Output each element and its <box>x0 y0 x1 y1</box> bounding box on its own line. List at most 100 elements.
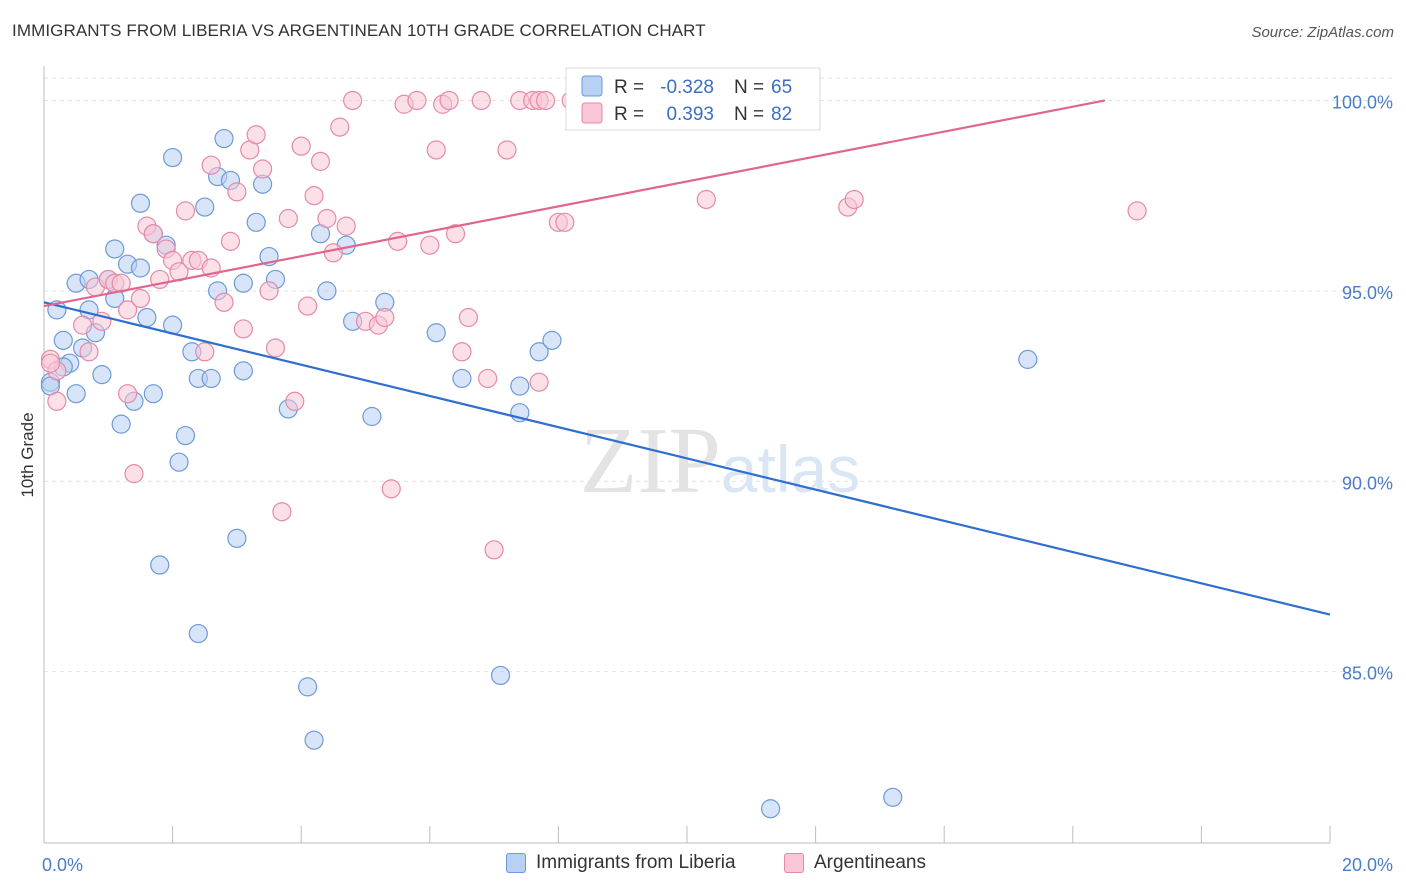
x-tick-label-0: 0.0% <box>42 855 83 875</box>
point-argentineans-33 <box>265 338 286 358</box>
stats-legend-frame <box>565 67 821 131</box>
point-argentineans-43 <box>330 117 350 137</box>
stats-r-value-0: -0.328 <box>660 77 714 98</box>
point-argentineans-45 <box>343 90 363 111</box>
point-argentineans-12 <box>130 288 151 309</box>
point-liberia-23 <box>150 555 170 575</box>
point-liberia-60 <box>542 330 562 350</box>
point-liberia-39 <box>233 273 253 293</box>
point-argentineans-48 <box>375 307 395 328</box>
point-liberia-19 <box>130 193 151 213</box>
y-tick-label-2: 90.0% <box>1342 473 1393 493</box>
point-liberia-52 <box>362 406 382 427</box>
legend-label-liberia: Immigrants from Liberia <box>536 852 736 873</box>
point-argentineans-53 <box>420 235 440 255</box>
stats-r-label-0: R = <box>614 77 644 98</box>
point-liberia-59 <box>529 342 549 362</box>
point-argentineans-3 <box>72 315 93 335</box>
legend-swatch-liberia <box>506 853 526 873</box>
point-argentineans-9 <box>117 300 138 320</box>
point-argentineans-27 <box>227 182 247 202</box>
stats-n-value-0: 65 <box>771 77 792 98</box>
point-liberia-56 <box>490 665 511 686</box>
data-points <box>40 90 1147 819</box>
point-argentineans-10 <box>117 384 138 404</box>
point-argentineans-59 <box>458 307 478 328</box>
point-liberia-6 <box>66 384 86 404</box>
y-tick-label-3: 85.0% <box>1342 664 1393 684</box>
point-liberia-18 <box>130 258 151 278</box>
trend-line-argentineans <box>43 99 1106 308</box>
point-liberia-3 <box>53 330 73 350</box>
point-argentineans-54 <box>426 140 446 160</box>
stats-n-value-1: 82 <box>771 104 792 125</box>
point-liberia-20 <box>137 307 157 328</box>
point-liberia-33 <box>201 368 221 389</box>
point-argentineans-49 <box>381 479 401 499</box>
point-argentineans-68 <box>535 90 556 111</box>
point-argentineans-79 <box>1127 201 1147 221</box>
stats-n-label-0: N = <box>734 77 764 98</box>
point-argentineans-34 <box>272 502 292 522</box>
point-liberia-31 <box>188 623 208 644</box>
point-liberia-49 <box>317 281 337 301</box>
point-liberia-15 <box>111 414 131 434</box>
stats-n-label-1: N = <box>734 104 764 125</box>
watermark: ZIPatlas <box>580 409 860 513</box>
point-argentineans-52 <box>407 90 427 111</box>
point-argentineans-58 <box>452 342 472 362</box>
point-argentineans-37 <box>291 136 311 156</box>
legend-item-liberia[interactable]: Immigrants from Liberia <box>506 852 736 874</box>
point-argentineans-11 <box>124 464 144 484</box>
point-liberia-21 <box>143 384 163 404</box>
legend-label-argentineans: Argentineans <box>814 852 926 873</box>
trend-lines <box>43 99 1331 616</box>
point-argentineans-32 <box>259 281 279 301</box>
stats-swatch-0 <box>581 75 603 97</box>
y-axis-title: 10th Grade <box>18 412 37 497</box>
point-liberia-63 <box>1018 349 1038 369</box>
y-tick-labels: 100.0% 95.0% 90.0% 85.0% <box>1332 92 1393 683</box>
point-argentineans-30 <box>246 125 266 145</box>
point-argentineans-63 <box>497 140 517 160</box>
x-tick-label-1: 20.0% <box>1342 855 1393 875</box>
point-liberia-36 <box>214 128 234 149</box>
point-liberia-46 <box>298 677 318 697</box>
chart-title: IMMIGRANTS FROM LIBERIA VS ARGENTINEAN 1… <box>12 21 706 40</box>
point-argentineans-56 <box>439 90 459 111</box>
point-argentineans-35 <box>278 208 298 229</box>
source-note: Source: ZipAtlas.com <box>1251 24 1394 41</box>
point-argentineans-36 <box>285 391 305 411</box>
point-argentineans-40 <box>310 151 331 171</box>
point-argentineans-61 <box>478 368 498 389</box>
stats-r-value-1: 0.393 <box>666 104 714 125</box>
point-argentineans-80 <box>40 353 61 373</box>
point-argentineans-1 <box>47 391 67 411</box>
point-liberia-11 <box>92 365 112 385</box>
point-liberia-62 <box>883 787 903 807</box>
point-argentineans-38 <box>298 296 318 316</box>
point-argentineans-50 <box>388 231 408 251</box>
point-liberia-28 <box>175 425 196 446</box>
point-liberia-58 <box>510 376 530 396</box>
point-argentineans-28 <box>233 319 253 339</box>
point-liberia-13 <box>105 239 125 259</box>
point-argentineans-70 <box>555 212 575 232</box>
trend-line-liberia <box>43 301 1331 616</box>
point-argentineans-66 <box>529 372 549 392</box>
point-argentineans-23 <box>201 155 221 175</box>
point-liberia-40 <box>233 361 253 381</box>
bottom-legend: Immigrants from Liberia Argentineans <box>0 852 1406 878</box>
point-liberia-26 <box>163 147 183 168</box>
point-liberia-54 <box>426 323 446 343</box>
y-tick-label-1: 95.0% <box>1342 283 1393 303</box>
x-tick-labels: 0.0% 20.0% <box>42 855 1393 875</box>
point-argentineans-41 <box>317 208 337 229</box>
legend-item-argentineans[interactable]: Argentineans <box>784 852 926 874</box>
point-argentineans-25 <box>214 292 234 312</box>
point-argentineans-39 <box>304 186 324 206</box>
point-liberia-61 <box>760 799 781 819</box>
axes <box>43 66 1331 844</box>
legend-swatch-argentineans <box>784 853 804 873</box>
